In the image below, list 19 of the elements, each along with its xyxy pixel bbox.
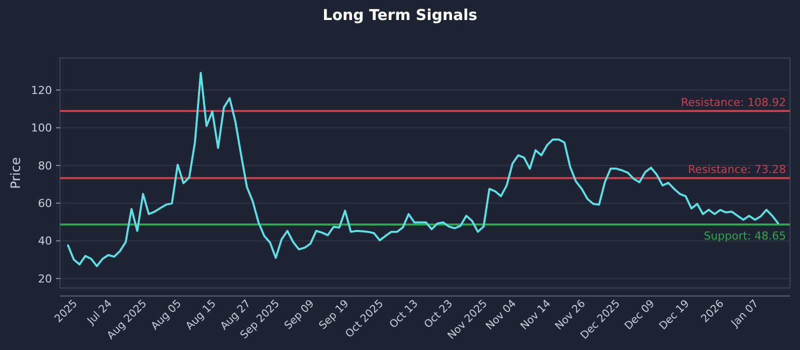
chart-title: Long Term Signals — [322, 6, 478, 24]
x-tick-label: Sep 09 — [282, 298, 317, 332]
ref-line-label: Support: 48.65 — [704, 230, 786, 243]
ref-line-label: Resistance: 108.92 — [681, 96, 786, 109]
y-tick-label: 80 — [38, 159, 52, 172]
y-tick-label: 120 — [31, 84, 52, 97]
y-tick-label: 20 — [38, 272, 52, 286]
y-tick-label: 40 — [38, 234, 52, 248]
x-tick-label: Nov 14 — [518, 297, 554, 332]
y-axis-title: Price — [9, 157, 24, 189]
x-tick-label: Dec 19 — [657, 298, 692, 332]
ref-line-label: Resistance: 73.28 — [688, 163, 786, 176]
y-tick-label: 60 — [38, 197, 52, 210]
y-tick-label: 100 — [31, 122, 52, 135]
x-tick-label: Jul 24 — [84, 297, 115, 328]
x-tick-label: Oct 13 — [387, 298, 420, 331]
x-tick-label: Jan 07 — [728, 298, 762, 330]
x-tick-label: Dec 09 — [622, 298, 658, 332]
x-tick-label: Aug 05 — [149, 298, 184, 332]
